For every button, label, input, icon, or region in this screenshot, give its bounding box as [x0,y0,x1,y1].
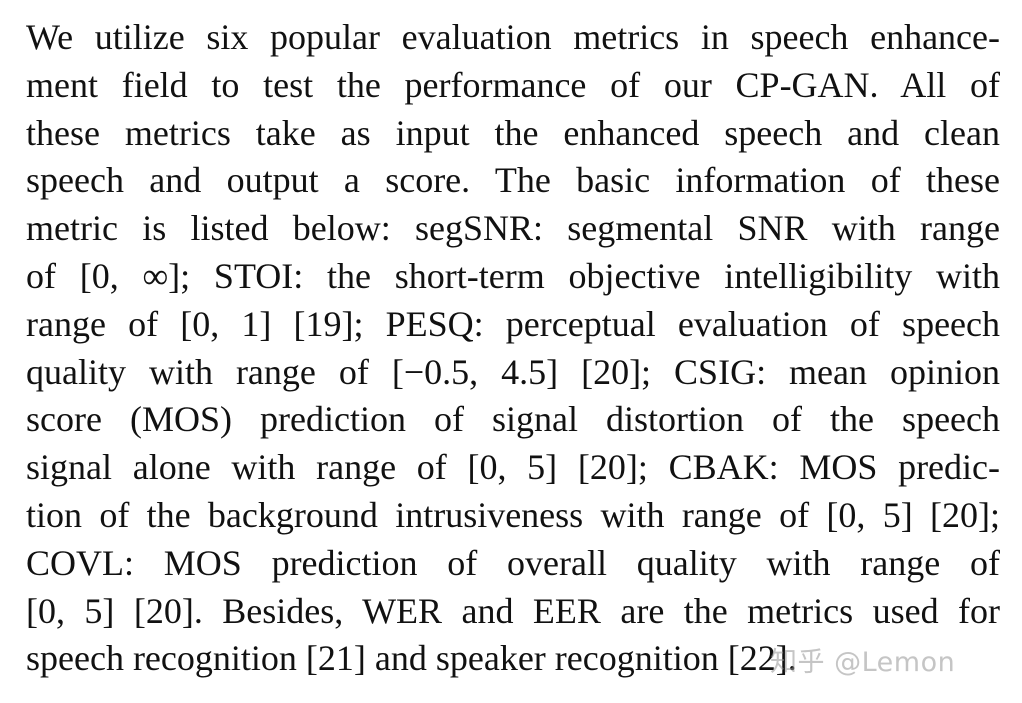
paragraph-line-13: [0, 5] [20]. Besides, WER and EER are th… [26,590,1000,631]
paragraph-line-5: metric is listed below: segSNR: segmenta… [26,208,1000,249]
paragraph-line-10: signal alone with range of [0, 5] [20]; … [26,447,1000,488]
paragraph-line-1: We utilize six popular evaluation metric… [26,17,1000,57]
paragraph-line-9: score (MOS) prediction of signal distort… [26,399,1000,440]
paragraph-line-3: these metrics take as input the enhanced… [26,112,1000,153]
watermark: 知乎 @Lemon [770,647,956,678]
paragraph-line-4: speech and output a score. The basic inf… [26,160,1000,201]
paragraph-line-14: speech recognition [21] and speaker reco… [26,638,797,679]
paragraph-line-2: ment field to test the performance of ou… [26,64,1000,105]
paper-paragraph: We utilize six popular evaluation metric… [26,14,1000,683]
paragraph-line-11: tion of the background intrusiveness wit… [26,494,1000,535]
paragraph-line-7: range of [0, 1] [19]; PESQ: perceptual e… [26,303,1000,344]
paragraph-line-6: of [0, ∞]; STOI: the short-term objectiv… [26,255,1000,296]
paragraph-line-8: quality with range of [−0.5, 4.5] [20]; … [26,351,1000,392]
paragraph-line-12: COVL: MOS prediction of overall quality … [26,542,1000,583]
